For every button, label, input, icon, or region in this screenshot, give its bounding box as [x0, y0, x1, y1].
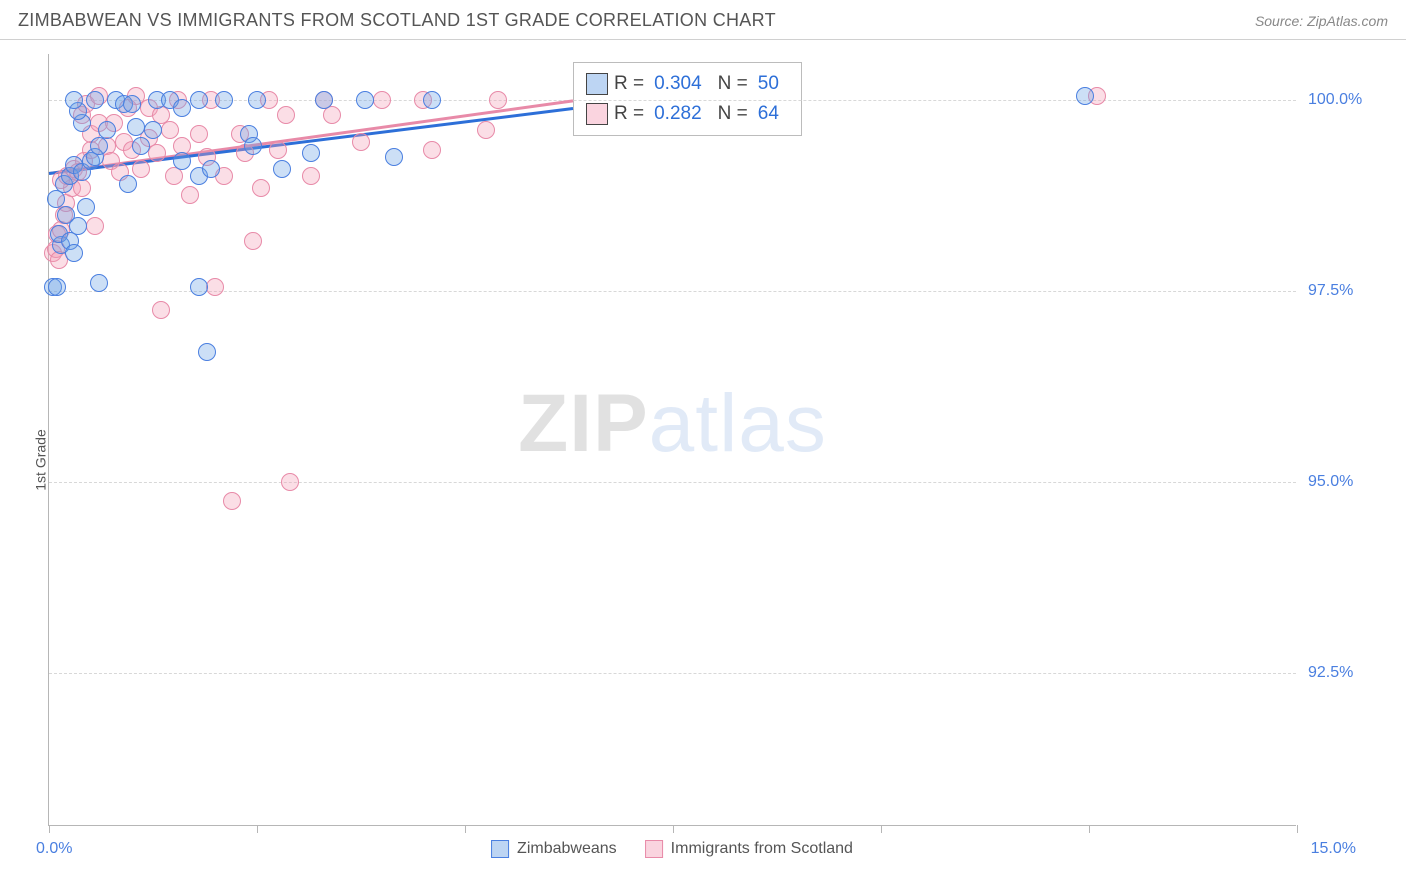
scatter-point: [385, 148, 403, 166]
grid-line: [49, 291, 1296, 292]
stats-n-blue: 50: [758, 69, 779, 99]
y-tick-label: 92.5%: [1308, 664, 1388, 682]
scatter-point: [119, 175, 137, 193]
scatter-point: [65, 91, 83, 109]
x-tick: [1089, 825, 1090, 833]
stats-r-pink: 0.282: [654, 99, 702, 129]
grid-line: [49, 482, 1296, 483]
scatter-point: [202, 160, 220, 178]
x-axis-row: 0.0% Zimbabweans Immigrants from Scotlan…: [48, 840, 1296, 870]
stats-n-pink: 64: [758, 99, 779, 129]
watermark: ZIPatlas: [518, 377, 827, 471]
source-prefix: Source:: [1255, 13, 1307, 29]
scatter-point: [152, 301, 170, 319]
source-text: ZipAtlas.com: [1307, 13, 1388, 29]
stats-r-label: R =: [614, 99, 644, 129]
x-tick: [49, 825, 50, 833]
scatter-point: [190, 278, 208, 296]
chart-source: Source: ZipAtlas.com: [1255, 13, 1388, 29]
scatter-point: [190, 125, 208, 143]
legend-swatch-pink: [645, 840, 663, 858]
x-tick: [465, 825, 466, 833]
legend-item-pink: Immigrants from Scotland: [645, 840, 853, 858]
scatter-point: [132, 160, 150, 178]
chart-header: ZIMBABWEAN VS IMMIGRANTS FROM SCOTLAND 1…: [0, 0, 1406, 40]
watermark-zip: ZIP: [518, 378, 649, 469]
scatter-point: [181, 186, 199, 204]
scatter-point: [356, 91, 374, 109]
scatter-point: [48, 278, 66, 296]
stats-r-blue: 0.304: [654, 69, 702, 99]
legend-swatch-blue: [491, 840, 509, 858]
scatter-point: [248, 91, 266, 109]
scatter-point: [173, 152, 191, 170]
scatter-point: [165, 167, 183, 185]
scatter-point: [352, 133, 370, 151]
chart-wrap: 1st Grade ZIPatlas R = 0.304 N = 50 R = …: [0, 40, 1406, 880]
scatter-point: [123, 95, 141, 113]
stats-row-pink: R = 0.282 N = 64: [586, 99, 789, 129]
scatter-point: [86, 217, 104, 235]
scatter-point: [69, 217, 87, 235]
scatter-point: [127, 118, 145, 136]
x-tick: [1297, 825, 1298, 833]
stats-n-label: N =: [718, 99, 748, 129]
y-axis-label: 1st Grade: [33, 429, 49, 490]
legend-label-pink: Immigrants from Scotland: [671, 840, 853, 858]
scatter-point: [198, 343, 216, 361]
x-tick: [881, 825, 882, 833]
scatter-point: [86, 91, 104, 109]
scatter-point: [98, 121, 116, 139]
scatter-point: [252, 179, 270, 197]
y-tick-label: 97.5%: [1308, 282, 1388, 300]
scatter-point: [215, 91, 233, 109]
scatter-point: [90, 274, 108, 292]
scatter-point: [273, 160, 291, 178]
stats-swatch-blue: [586, 73, 608, 95]
scatter-point: [223, 492, 241, 510]
stats-r-label: R =: [614, 69, 644, 99]
grid-line: [49, 100, 1296, 101]
plot-area: ZIPatlas R = 0.304 N = 50 R = 0.282 N = …: [48, 54, 1296, 826]
scatter-point: [489, 91, 507, 109]
scatter-point: [173, 99, 191, 117]
stats-n-label: N =: [718, 69, 748, 99]
scatter-point: [302, 144, 320, 162]
scatter-point: [144, 121, 162, 139]
chart-title: ZIMBABWEAN VS IMMIGRANTS FROM SCOTLAND 1…: [18, 10, 776, 31]
y-tick-label: 95.0%: [1308, 473, 1388, 491]
scatter-point: [423, 91, 441, 109]
scatter-point: [65, 244, 83, 262]
scatter-point: [302, 167, 320, 185]
x-tick: [257, 825, 258, 833]
y-tick-label: 100.0%: [1308, 91, 1388, 109]
stats-swatch-pink: [586, 103, 608, 125]
scatter-point: [206, 278, 224, 296]
scatter-point: [244, 232, 262, 250]
scatter-point: [373, 91, 391, 109]
x-tick: [673, 825, 674, 833]
bottom-legend: Zimbabweans Immigrants from Scotland: [491, 840, 853, 858]
watermark-atlas: atlas: [649, 378, 827, 469]
scatter-point: [281, 473, 299, 491]
scatter-point: [161, 121, 179, 139]
scatter-point: [315, 91, 333, 109]
scatter-point: [132, 137, 150, 155]
scatter-point: [90, 137, 108, 155]
x-label-right: 15.0%: [1311, 840, 1356, 858]
legend-label-blue: Zimbabweans: [517, 840, 617, 858]
scatter-point: [477, 121, 495, 139]
scatter-point: [423, 141, 441, 159]
scatter-point: [277, 106, 295, 124]
scatter-point: [244, 137, 262, 155]
legend-item-blue: Zimbabweans: [491, 840, 617, 858]
scatter-point: [1076, 87, 1094, 105]
grid-line: [49, 673, 1296, 674]
scatter-point: [190, 91, 208, 109]
scatter-point: [269, 141, 287, 159]
scatter-point: [77, 198, 95, 216]
stats-row-blue: R = 0.304 N = 50: [586, 69, 789, 99]
x-label-left: 0.0%: [36, 840, 72, 858]
